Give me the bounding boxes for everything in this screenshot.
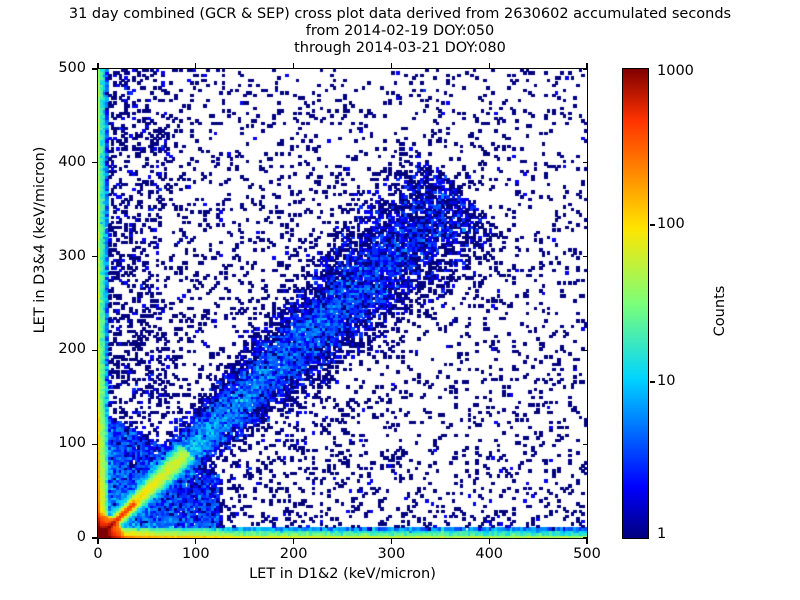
colorbar-gradient bbox=[622, 68, 649, 539]
x-tick-400 bbox=[488, 539, 490, 544]
y-tick-label-0: 0 bbox=[76, 529, 86, 545]
y-tick-label-400: 400 bbox=[58, 153, 86, 170]
x-tick-top-500 bbox=[586, 63, 588, 68]
title-line-1: 31 day combined (GCR & SEP) cross plot d… bbox=[68, 6, 732, 22]
x-tick-top-400 bbox=[488, 63, 490, 68]
x-tick-0 bbox=[97, 539, 99, 544]
title-line-3: through 2014-03-21 DOY:080 bbox=[294, 40, 506, 56]
x-tick-500 bbox=[586, 539, 588, 544]
colorbar-tick-label-100: 100 bbox=[657, 216, 685, 232]
x-tick-top-0 bbox=[97, 63, 99, 68]
x-axis-label: LET in D1&2 (keV/micron) bbox=[249, 566, 436, 582]
y-tick-300 bbox=[92, 255, 97, 258]
y-tick-right-0 bbox=[583, 537, 588, 539]
colorbar-tick-10 bbox=[650, 381, 655, 383]
y-tick-label-500: 500 bbox=[58, 60, 86, 76]
colorbar-tick-label-1: 1 bbox=[657, 526, 667, 542]
colorbar-label: Counts bbox=[712, 285, 728, 337]
heatmap-scatter-canvas bbox=[98, 69, 587, 538]
y-tick-label-200: 200 bbox=[58, 341, 86, 358]
y-tick-label-300: 300 bbox=[58, 247, 86, 264]
y-axis-label: LET in D3&4 (keV/micron) bbox=[32, 146, 48, 334]
x-tick-200 bbox=[292, 539, 295, 544]
colorbar-tick-label-1000: 1000 bbox=[657, 63, 694, 79]
chart-title: 31 day combined (GCR & SEP) cross plot d… bbox=[0, 6, 800, 57]
x-tick-top-200 bbox=[292, 63, 295, 68]
plot-axes bbox=[97, 68, 588, 539]
x-tick-300 bbox=[390, 539, 393, 544]
y-tick-right-500 bbox=[583, 68, 588, 70]
x-tick-label-100: 100 bbox=[181, 546, 210, 562]
title-line-2: from 2014-02-19 DOY:050 bbox=[305, 23, 495, 39]
x-tick-label-200: 200 bbox=[279, 546, 308, 562]
y-tick-200 bbox=[92, 349, 97, 352]
colorbar-tick-100 bbox=[650, 224, 655, 226]
x-tick-top-100 bbox=[195, 63, 197, 68]
y-tick-label-100: 100 bbox=[58, 435, 86, 452]
x-tick-label-500: 500 bbox=[573, 546, 601, 562]
y-tick-0 bbox=[92, 537, 97, 539]
y-tick-right-300 bbox=[583, 255, 588, 258]
x-tick-top-300 bbox=[390, 63, 393, 68]
y-tick-right-100 bbox=[583, 443, 588, 445]
colorbar-tick-label-10: 10 bbox=[657, 373, 676, 389]
y-tick-500 bbox=[92, 68, 97, 70]
y-tick-right-200 bbox=[583, 349, 588, 352]
x-tick-label-0: 0 bbox=[93, 546, 103, 562]
y-tick-right-400 bbox=[583, 162, 588, 164]
x-tick-label-400: 400 bbox=[475, 546, 504, 562]
y-tick-100 bbox=[92, 443, 97, 445]
x-tick-100 bbox=[195, 539, 197, 544]
colorbar-container bbox=[622, 68, 649, 539]
x-tick-label-300: 300 bbox=[377, 546, 406, 562]
y-tick-400 bbox=[92, 162, 97, 164]
